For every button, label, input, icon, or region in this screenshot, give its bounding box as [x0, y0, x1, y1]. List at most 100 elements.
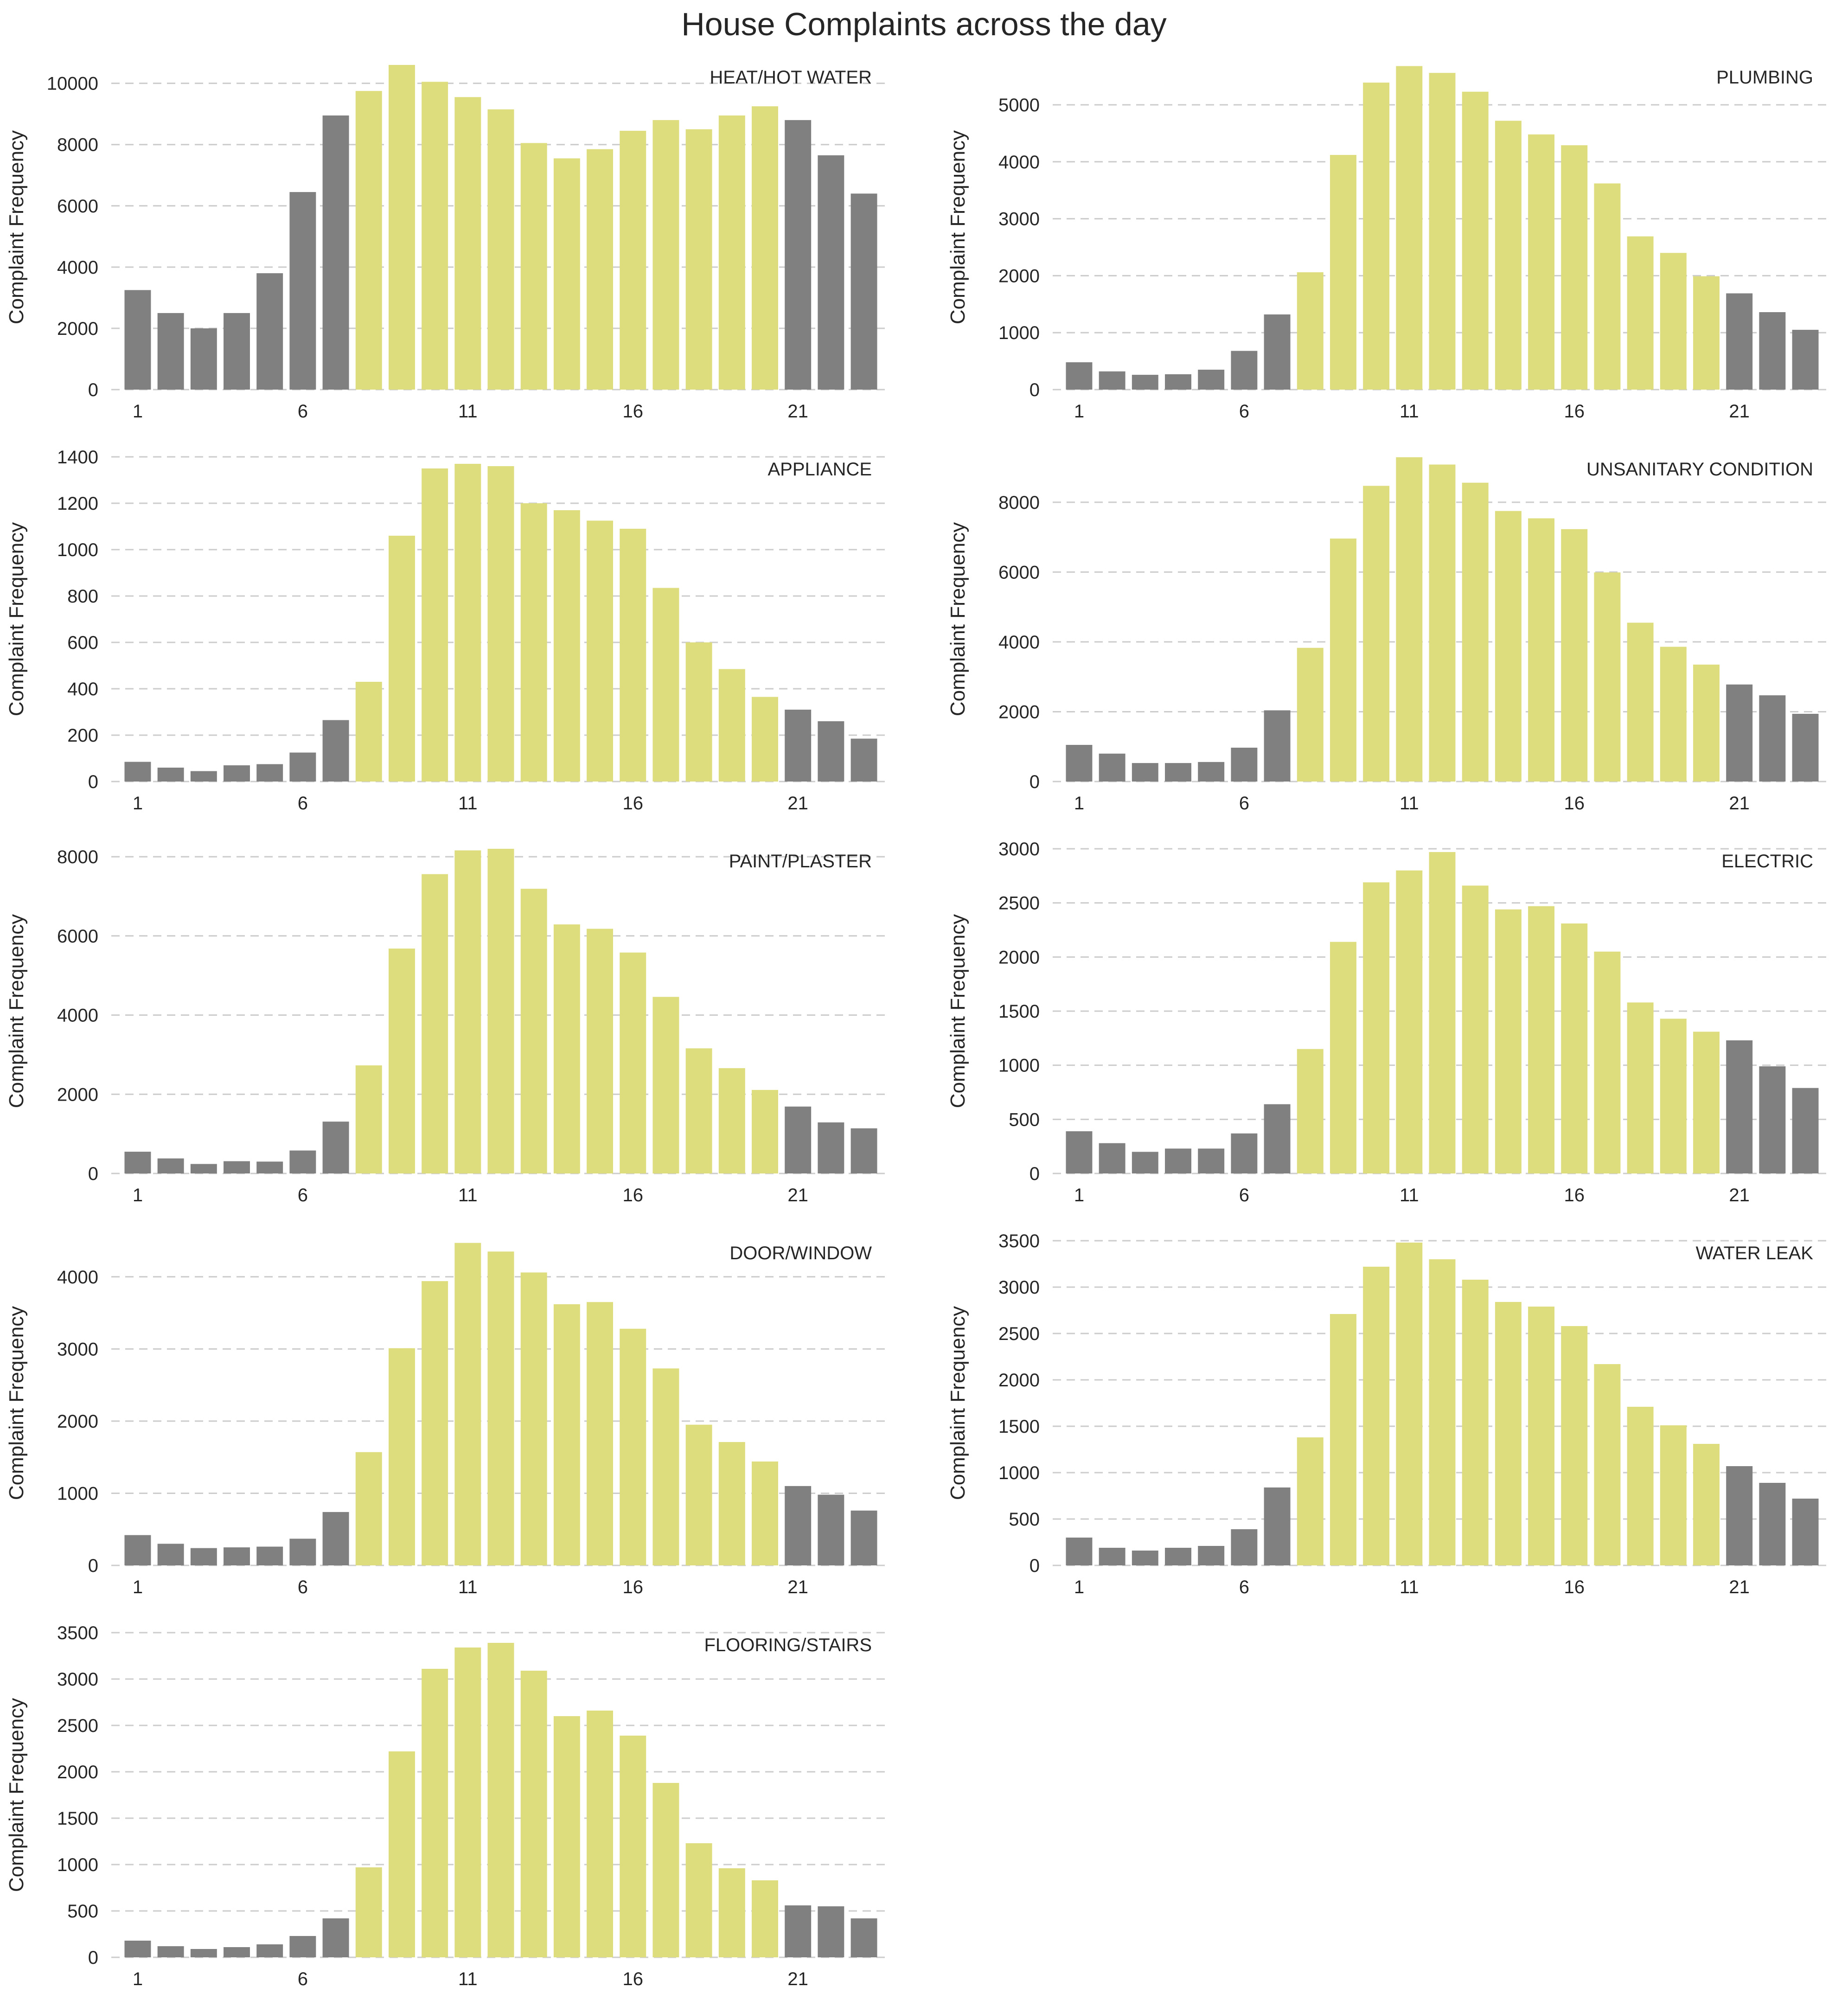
bar-hour-10 — [422, 1669, 448, 1957]
x-tick-label: 16 — [622, 1969, 643, 1989]
y-axis-label: Complaint Frequency — [946, 130, 969, 324]
bar-hour-3 — [190, 771, 217, 782]
x-tick-label: 11 — [1400, 1577, 1419, 1597]
bar-hour-8 — [1297, 272, 1324, 390]
y-tick-label: 8000 — [57, 135, 98, 155]
y-tick-label: 3500 — [57, 1623, 98, 1643]
y-axis-label: Complaint Frequency — [946, 522, 969, 716]
panel-label: ELECTRIC — [1721, 851, 1813, 872]
bar-hour-2 — [157, 1544, 184, 1565]
bar-hour-12 — [487, 1643, 514, 1957]
bar-hour-7 — [1264, 1487, 1291, 1565]
bar-hour-20 — [1693, 1032, 1720, 1173]
bar-hour-11 — [454, 1647, 481, 1957]
bar-hour-12 — [1429, 73, 1456, 390]
bar-hour-12 — [1429, 1259, 1456, 1565]
bar-hour-9 — [388, 1348, 415, 1565]
y-tick-label: 0 — [88, 1948, 98, 1968]
bar-hour-16 — [1561, 529, 1588, 782]
bar-hour-14 — [1495, 909, 1522, 1173]
x-tick-label: 11 — [458, 1185, 478, 1205]
bar-hour-4 — [1165, 763, 1191, 782]
y-tick-label: 3000 — [998, 839, 1040, 859]
panel-label: PLUMBING — [1716, 67, 1813, 88]
bar-hour-23 — [1792, 713, 1819, 782]
bar-hour-19 — [718, 1442, 745, 1565]
bar-hour-9 — [388, 65, 415, 390]
bar-hour-17 — [652, 588, 679, 782]
bar-hour-9 — [388, 536, 415, 782]
bar-hour-15 — [587, 1711, 614, 1957]
bar-hour-20 — [752, 697, 778, 782]
bar-hour-1 — [1066, 1131, 1093, 1173]
bar-hour-5 — [256, 273, 283, 390]
bar-hour-13 — [520, 889, 547, 1173]
y-tick-label: 6000 — [57, 196, 98, 217]
y-axis-label: Complaint Frequency — [946, 1306, 969, 1500]
y-axis-label: Complaint Frequency — [5, 1698, 28, 1892]
bar-hour-2 — [157, 768, 184, 782]
y-tick-label: 10000 — [47, 74, 98, 94]
y-tick-label: 500 — [1009, 1509, 1040, 1530]
x-tick-label: 16 — [622, 1185, 643, 1205]
bar-hour-9 — [1330, 155, 1356, 390]
bar-hour-22 — [1759, 312, 1786, 390]
x-tick-label: 21 — [1729, 1577, 1750, 1597]
x-tick-label: 21 — [787, 1577, 808, 1597]
bar-hour-13 — [1462, 482, 1489, 782]
bar-hour-21 — [785, 710, 812, 782]
bar-hour-12 — [487, 466, 514, 782]
bar-hour-6 — [289, 1936, 316, 1957]
x-tick-label: 16 — [1564, 401, 1585, 422]
x-tick-label: 1 — [1074, 401, 1084, 422]
bar-hour-5 — [256, 1161, 283, 1173]
bar-hour-2 — [1099, 1143, 1125, 1173]
bar-hour-19 — [718, 1068, 745, 1173]
bar-hour-1 — [124, 1152, 151, 1173]
y-tick-label: 400 — [67, 679, 98, 699]
y-tick-label: 1500 — [998, 1417, 1040, 1437]
y-axis-label: Complaint Frequency — [5, 914, 28, 1108]
bar-hour-20 — [1693, 1444, 1720, 1565]
y-tick-label: 0 — [1030, 772, 1040, 792]
y-tick-label: 0 — [88, 1164, 98, 1184]
bar-hour-1 — [1066, 362, 1093, 390]
bar-hour-10 — [422, 82, 448, 390]
y-tick-label: 1000 — [998, 1463, 1040, 1483]
bar-hour-2 — [157, 313, 184, 390]
bar-hour-15 — [1528, 1307, 1555, 1565]
bar-hour-12 — [487, 109, 514, 390]
y-tick-label: 2500 — [57, 1716, 98, 1736]
bar-hour-11 — [1396, 1243, 1423, 1565]
bar-hour-15 — [1528, 906, 1555, 1173]
bar-hour-8 — [355, 1065, 382, 1173]
bar-hour-15 — [587, 1302, 614, 1565]
bar-hour-21 — [1726, 293, 1753, 390]
bar-hour-10 — [1363, 882, 1390, 1173]
bar-hour-18 — [1627, 1002, 1654, 1173]
bar-hour-9 — [1330, 538, 1356, 782]
y-tick-label: 2500 — [998, 1324, 1040, 1344]
y-tick-label: 0 — [88, 380, 98, 400]
bar-hour-13 — [1462, 885, 1489, 1173]
bar-hour-21 — [1726, 1466, 1753, 1565]
bar-hour-13 — [520, 1272, 547, 1565]
x-tick-label: 21 — [787, 793, 808, 814]
y-tick-label: 1000 — [998, 1056, 1040, 1076]
bar-hour-18 — [685, 642, 712, 782]
bar-hour-17 — [652, 120, 679, 390]
bar-hour-2 — [1099, 1548, 1125, 1565]
x-tick-label: 6 — [298, 793, 308, 814]
bar-hour-7 — [322, 1122, 349, 1173]
y-tick-label: 6000 — [998, 562, 1040, 583]
x-tick-label: 21 — [787, 401, 808, 422]
bar-hour-16 — [1561, 923, 1588, 1173]
bar-hour-8 — [355, 91, 382, 390]
x-tick-label: 16 — [622, 1577, 643, 1597]
bar-hour-23 — [1792, 330, 1819, 390]
bar-hour-21 — [1726, 1040, 1753, 1173]
x-tick-label: 21 — [787, 1969, 808, 1989]
x-tick-label: 1 — [133, 1577, 143, 1597]
